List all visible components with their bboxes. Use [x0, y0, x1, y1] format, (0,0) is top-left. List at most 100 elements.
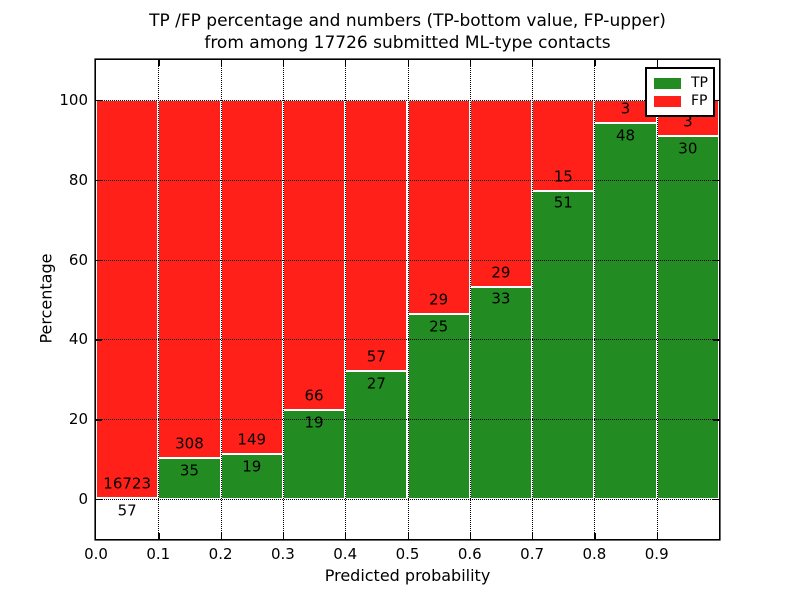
- x-gridline: [407, 60, 409, 539]
- x-tick-label: 0.1: [146, 545, 171, 563]
- chart-title-line1: TP /FP percentage and numbers (TP-bottom…: [149, 11, 666, 31]
- y-tick-label: 60: [68, 250, 88, 269]
- x-tick-mark: [220, 533, 222, 539]
- x-gridline: [594, 60, 596, 539]
- bar-segment-fp: [96, 99, 159, 498]
- x-tick-mark-top: [345, 60, 347, 66]
- x-gridline: [220, 60, 222, 539]
- y-tick-mark: [96, 259, 102, 261]
- x-tick-mark-top: [532, 60, 534, 66]
- y-tick-label: 80: [68, 170, 88, 189]
- bar-label-fp-count: 57: [366, 347, 386, 366]
- bar-label-fp-count: 308: [175, 434, 204, 453]
- x-tick-label: 0.8: [582, 545, 607, 563]
- x-tick-mark: [158, 533, 160, 539]
- x-gridline: [345, 60, 347, 539]
- y-tick-mark: [96, 419, 102, 421]
- y-tick-mark-right: [713, 419, 719, 421]
- bar-segment-tp: [407, 314, 470, 500]
- x-tick-mark: [532, 533, 534, 539]
- x-tick-mark-top: [594, 60, 596, 66]
- y-tick-mark-right: [713, 339, 719, 341]
- bar-segment-fp: [282, 99, 346, 410]
- x-tick-mark: [345, 533, 347, 539]
- x-tick-mark-top: [282, 60, 285, 66]
- legend-swatch-tp: [654, 77, 681, 89]
- x-tick-label: 0.3: [270, 545, 295, 563]
- x-tick-label: 0.6: [457, 545, 482, 563]
- y-tick-label: 40: [68, 330, 88, 349]
- bar-label-tp-count: 30: [678, 139, 698, 158]
- x-tick-mark-top: [220, 60, 222, 66]
- bar-label-tp-count: 48: [616, 126, 636, 145]
- bar-label-fp-count: 29: [429, 290, 449, 309]
- y-tick-mark: [96, 179, 102, 182]
- bar-label-tp-count: 19: [242, 457, 262, 476]
- x-gridline: [656, 60, 658, 539]
- bar-label-fp-count: 29: [491, 263, 511, 282]
- y-gridline: [96, 419, 719, 421]
- bar-segment-tp: [469, 286, 533, 500]
- y-tick-mark-right: [713, 259, 719, 261]
- bar-label-tp-count: 33: [491, 289, 511, 308]
- y-gridline: [96, 259, 719, 261]
- bar-segment-tp: [282, 409, 346, 500]
- bar-label-fp-count: 3: [620, 99, 631, 118]
- bar-segment-fp: [532, 99, 595, 191]
- x-axis-label: Predicted probability: [324, 566, 491, 585]
- legend-swatch-fp: [654, 95, 681, 107]
- x-gridline: [158, 60, 160, 539]
- y-tick-mark-right: [713, 499, 719, 501]
- x-tick-mark: [656, 533, 658, 539]
- bar-label-tp-count: 57: [117, 501, 137, 519]
- legend-entry-tp: TP: [654, 74, 708, 92]
- legend: TP FP: [645, 67, 715, 117]
- y-gridline: [96, 339, 719, 341]
- x-gridline: [282, 60, 284, 539]
- chart-title-line2: from among 17726 submitted ML-type conta…: [204, 33, 611, 53]
- x-gridline: [532, 60, 534, 539]
- x-tick-mark: [469, 533, 472, 539]
- x-tick-label: 0.2: [208, 545, 233, 563]
- legend-label: TP: [691, 75, 708, 91]
- y-tick-mark: [96, 99, 102, 102]
- bar-label-fp-count: 15: [553, 167, 573, 186]
- x-tick-mark-top: [407, 60, 409, 66]
- bar-segment-tp: [594, 123, 657, 500]
- bar-label-fp-count: 16723: [103, 474, 151, 493]
- x-tick-mark-top: [469, 60, 472, 66]
- bar-segment-tp: [158, 458, 221, 500]
- bar-segment-fp: [220, 99, 283, 454]
- bar-segment-fp: [345, 99, 408, 371]
- bar-segment-fp: [158, 99, 221, 459]
- x-tick-label: 0.0: [84, 545, 108, 563]
- y-tick-label: 0: [78, 490, 88, 509]
- bar-segment-tp: [532, 190, 595, 500]
- x-tick-label: 0.9: [644, 545, 669, 563]
- bar-label-tp-count: 27: [366, 374, 386, 393]
- x-tick-mark-top: [656, 60, 658, 66]
- bar-label-tp-count: 51: [553, 193, 573, 212]
- bar-label-tp-count: 19: [304, 413, 324, 432]
- legend-label: FP: [691, 93, 708, 109]
- legend-entry-fp: FP: [654, 92, 708, 110]
- x-gridline: [469, 60, 471, 539]
- bar-label-fp-count: 3: [683, 112, 693, 131]
- bar-segment-fp: [407, 99, 470, 315]
- bar-label-tp-count: 25: [429, 317, 449, 336]
- y-gridline: [96, 99, 719, 101]
- y-tick-label: 20: [68, 410, 88, 429]
- y-tick-mark: [96, 339, 102, 341]
- x-tick-label: 0.7: [520, 545, 545, 563]
- y-axis-label: Percentage: [36, 253, 56, 344]
- y-tick-mark-right: [713, 179, 719, 182]
- bar-segment-tp: [345, 370, 408, 500]
- bar-segment-tp: [656, 136, 719, 500]
- x-tick-mark: [407, 533, 409, 539]
- bar-label-fp-count: 149: [237, 430, 267, 449]
- chart-title: TP /FP percentage and numbers (TP-bottom…: [96, 10, 719, 54]
- y-gridline: [96, 179, 719, 181]
- bar-label-tp-count: 35: [179, 461, 199, 480]
- y-tick-mark-right: [713, 99, 719, 102]
